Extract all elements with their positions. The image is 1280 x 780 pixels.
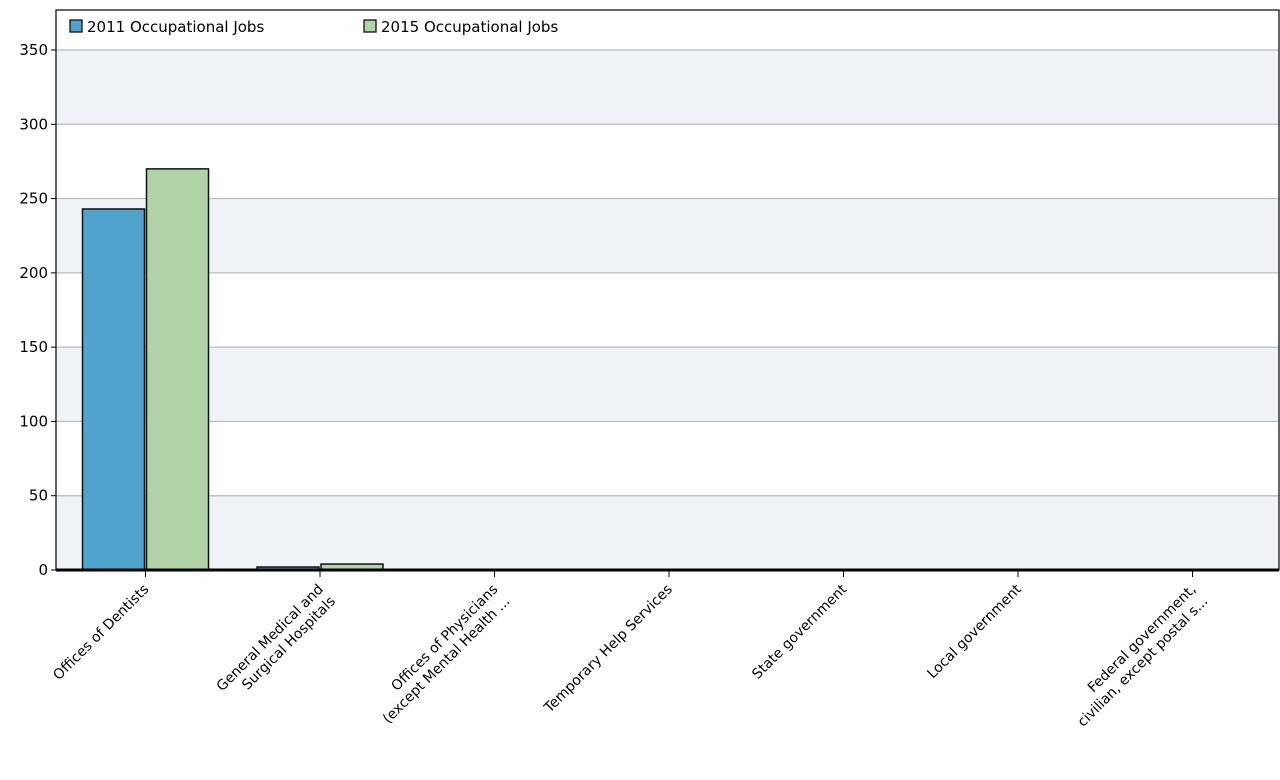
x-tick-label-line: General Medical and: [214, 582, 327, 695]
plot-band: [56, 347, 1279, 422]
plot-band: [56, 495, 1279, 570]
x-tick-label-line: Temporary Help Services: [541, 582, 676, 717]
legend-swatch: [69, 19, 83, 33]
x-tick-label-line: Offices of Physicians: [388, 582, 501, 695]
x-tick-label: State government: [749, 581, 850, 682]
plot-band: [56, 272, 1279, 348]
y-tick-label: 350: [19, 41, 48, 59]
x-tick-label: Offices of Physicians(except Mental Heal…: [368, 582, 513, 727]
y-tick-label: 100: [19, 412, 48, 430]
plot-band: [56, 10, 1279, 50]
x-tick-label-line: State government: [749, 581, 850, 682]
x-tick-label: Federal government,civilian, except post…: [1063, 582, 1212, 731]
y-tick-label: 200: [19, 264, 48, 282]
plot-band: [56, 124, 1279, 199]
x-tick-label-line: Federal government,: [1085, 582, 1199, 696]
y-tick-label: 300: [19, 115, 48, 133]
plot-band: [56, 50, 1279, 125]
bar[interactable]: [81, 208, 146, 571]
x-tick-label-line: civilian, except postal s...: [1075, 594, 1212, 731]
x-tick-label: General Medical andSurgical Hospitals: [214, 582, 339, 707]
x-tick-label-line: (except Mental Health ...: [380, 594, 513, 727]
y-tick-label: 250: [19, 190, 48, 208]
x-tick-label: Local government: [924, 581, 1025, 682]
legend-label: 2015 Occupational Jobs: [381, 18, 558, 36]
y-tick-label: 0: [38, 561, 48, 579]
plot-band: [56, 421, 1279, 496]
y-tick-label: 150: [19, 338, 48, 356]
y-tick-label: 50: [29, 487, 48, 505]
legend-label: 2011 Occupational Jobs: [87, 18, 264, 36]
legend-swatch: [363, 19, 377, 33]
plot-band: [56, 198, 1279, 273]
x-tick-label-line: Offices of Dentists: [50, 582, 152, 684]
x-tick-label-line: Local government: [924, 581, 1025, 682]
x-tick-label: Temporary Help Services: [541, 582, 676, 717]
bar[interactable]: [145, 168, 210, 571]
x-tick-label: Offices of Dentists: [50, 582, 152, 684]
